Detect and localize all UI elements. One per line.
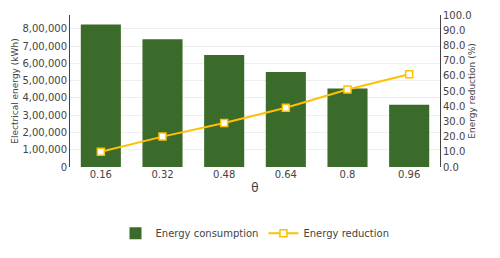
svg-text:3,00,000: 3,00,000 bbox=[22, 110, 67, 121]
svg-text:40.0: 40.0 bbox=[443, 101, 465, 112]
svg-text:Energy reduction: Energy reduction bbox=[303, 228, 389, 239]
svg-text:0.8: 0.8 bbox=[340, 169, 356, 180]
svg-text:50.0: 50.0 bbox=[443, 86, 465, 97]
svg-text:Energy reduction (%): Energy reduction (%) bbox=[467, 43, 477, 138]
svg-text:7,00,000: 7,00,000 bbox=[22, 41, 67, 52]
svg-text:20.0: 20.0 bbox=[443, 131, 465, 142]
svg-text:0.96: 0.96 bbox=[398, 169, 420, 180]
svg-text:6,00,000: 6,00,000 bbox=[22, 58, 67, 69]
svg-text:0.32: 0.32 bbox=[151, 169, 173, 180]
svg-text:θ: θ bbox=[251, 181, 258, 195]
svg-text:0.48: 0.48 bbox=[213, 169, 235, 180]
svg-text:70.0: 70.0 bbox=[443, 55, 465, 66]
svg-text:10.0: 10.0 bbox=[443, 146, 465, 157]
svg-text:5,00,000: 5,00,000 bbox=[22, 75, 67, 86]
svg-text:Electrical energy (kWh): Electrical energy (kWh) bbox=[10, 38, 20, 143]
svg-text:1,00,000: 1,00,000 bbox=[22, 144, 67, 155]
svg-text:0: 0 bbox=[61, 162, 67, 173]
svg-text:2,00,000: 2,00,000 bbox=[22, 127, 67, 138]
svg-text:4,00,000: 4,00,000 bbox=[22, 92, 67, 103]
svg-text:Energy consumption: Energy consumption bbox=[156, 228, 259, 239]
svg-text:0.64: 0.64 bbox=[275, 169, 297, 180]
svg-text:30.0: 30.0 bbox=[443, 116, 465, 127]
svg-text:80.0: 80.0 bbox=[443, 40, 465, 51]
svg-text:60.0: 60.0 bbox=[443, 70, 465, 81]
svg-text:0.0: 0.0 bbox=[443, 162, 459, 173]
svg-text:0.16: 0.16 bbox=[90, 169, 112, 180]
svg-text:90.0: 90.0 bbox=[443, 25, 465, 36]
svg-text:100.0: 100.0 bbox=[443, 10, 472, 21]
svg-text:8,00,000: 8,00,000 bbox=[22, 23, 67, 34]
